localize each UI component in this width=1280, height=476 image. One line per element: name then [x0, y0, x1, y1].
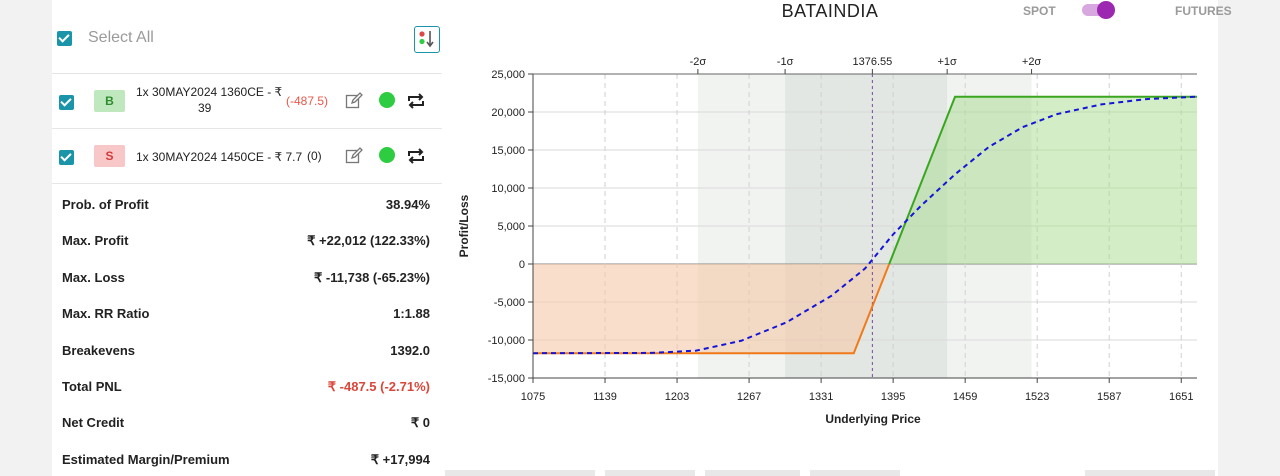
stat-prob-of-profit: Prob. of Profit 38.94%	[52, 186, 442, 222]
x-tick-label: 1587	[1097, 391, 1121, 403]
leg-row: B 1x 30MAY2024 1360CE - ₹ 39 (-487.5)	[52, 74, 442, 129]
stat-label: Prob. of Profit	[62, 197, 149, 212]
select-all-row: Select All	[52, 0, 442, 74]
y-tick-label: -15,000	[488, 373, 525, 385]
stats-list: Prob. of Profit 38.94% Max. Profit ₹ +22…	[52, 186, 442, 476]
x-axis-title: Underlying Price	[825, 412, 921, 426]
leg-checkbox[interactable]	[59, 150, 74, 165]
x-tick-label: 1651	[1169, 391, 1193, 403]
stat-value: ₹ +22,012 (122.33%)	[307, 233, 430, 249]
payoff-panel: BATAINDIA SPOT FUTURES 25,000 20,000 15,00…	[442, 0, 1232, 476]
payoff-line-loss	[533, 263, 891, 355]
stat-label: Estimated Margin/Premium	[62, 451, 230, 467]
y-tick-label: 0	[519, 259, 525, 271]
stat-breakevens: Breakevens 1392.0	[52, 332, 442, 368]
expected-payoff-curve	[532, 95, 1198, 355]
select-all-label: Select All	[88, 29, 154, 46]
x-tick-label: 1459	[953, 391, 977, 403]
stat-value: ₹ -11,738 (-65.23%)	[314, 269, 430, 285]
payoff-line-profit	[888, 95, 1197, 265]
stat-max-loss: Max. Loss ₹ -11,738 (-65.23%)	[52, 259, 442, 295]
stat-value: ₹ -487.5 (-2.71%)	[327, 378, 430, 394]
edit-icon[interactable]	[345, 92, 363, 110]
x-tick-label: 1267	[737, 391, 761, 403]
spot-futures-toggle[interactable]	[1082, 1, 1116, 19]
top-tick-label: +1σ	[937, 56, 957, 68]
stat-label: Max. Profit	[62, 233, 129, 249]
x-tick-label: 1075	[521, 391, 545, 403]
swap-icon[interactable]	[406, 147, 426, 165]
sort-button[interactable]	[414, 26, 440, 53]
tab-strip-2[interactable]	[605, 470, 695, 476]
stat-max-profit: Max. Profit ₹ +22,012 (122.33%)	[52, 222, 442, 258]
y-tick-label: 5,000	[497, 221, 525, 233]
leg-description: 1x 30MAY2024 1360CE - ₹ 39	[136, 84, 282, 116]
swap-icon[interactable]	[406, 92, 426, 110]
stat-label: Total PNL	[62, 378, 122, 394]
x-tick-label: 1395	[881, 391, 905, 403]
leg-status-dot[interactable]	[379, 147, 395, 163]
stat-max-rr-ratio: Max. RR Ratio 1:1.88	[52, 295, 442, 331]
spot-label[interactable]: SPOT	[1023, 4, 1056, 18]
top-tick-label: -1σ	[777, 56, 794, 68]
stat-label: Breakevens	[62, 342, 135, 358]
leg-text-line2: 39	[198, 101, 212, 115]
tab-strip-3[interactable]	[705, 470, 800, 476]
tab-strip-1[interactable]	[445, 470, 595, 476]
stat-value: 1:1.88	[393, 306, 430, 322]
stat-estimated-margin: Estimated Margin/Premium ₹ +17,994	[52, 441, 442, 476]
y-tick-label: 15,000	[491, 145, 525, 157]
tab-strip-5[interactable]	[1085, 470, 1215, 476]
leg-status-dot[interactable]	[379, 92, 395, 108]
loss-area	[533, 264, 890, 354]
y-tick-label: -10,000	[488, 335, 525, 347]
toggle-knob	[1097, 1, 1115, 19]
y-tick-label: 10,000	[491, 183, 525, 195]
stat-value: ₹ +17,994	[370, 451, 430, 467]
buy-badge[interactable]: B	[94, 90, 125, 112]
strategy-panel: Select All B 1x 30MAY2024 1360CE - ₹ 39 …	[52, 0, 442, 476]
tab-strip-4[interactable]	[810, 470, 900, 476]
stat-label: Max. Loss	[62, 269, 125, 285]
top-tick-label: -2σ	[690, 56, 707, 68]
x-tick-label: 1203	[665, 391, 689, 403]
y-axis-title: Profit/Loss	[457, 194, 471, 257]
edit-icon[interactable]	[345, 147, 363, 165]
y-tick-label: 20,000	[491, 107, 525, 119]
top-tick-label: 1376.55	[852, 56, 892, 68]
top-tick-label: +2σ	[1022, 56, 1042, 68]
leg-checkbox[interactable]	[59, 95, 74, 110]
select-all-checkbox[interactable]	[57, 31, 72, 46]
y-tick-label: -5,000	[494, 297, 525, 309]
stat-value: 38.94%	[385, 197, 430, 212]
sort-icon	[419, 31, 434, 48]
payoff-chart: 25,000 20,000 15,000 10,000 5,000 0 -5,000 -10,…	[457, 56, 1198, 426]
x-tick-label: 1331	[809, 391, 833, 403]
stat-label: Net Credit	[62, 415, 125, 431]
x-tick-label: 1139	[593, 391, 617, 403]
leg-description: 1x 30MAY2024 1450CE - ₹ 7.7	[136, 150, 303, 164]
leg-pnl: (-487.5)	[286, 94, 329, 108]
stat-label: Max. RR Ratio	[62, 306, 150, 322]
stat-net-credit: Net Credit ₹ 0	[52, 404, 442, 440]
x-tick-label: 1523	[1025, 391, 1049, 403]
stat-value: 1392.0	[390, 342, 430, 358]
leg-pnl: (0)	[307, 149, 322, 163]
stat-value: ₹ 0	[410, 415, 430, 431]
profit-area	[889, 96, 1197, 264]
futures-label[interactable]: FUTURES	[1175, 4, 1232, 18]
symbol-title: BATAINDIA	[781, 1, 879, 21]
leg-row: S 1x 30MAY2024 1450CE - ₹ 7.7 (0)	[52, 129, 442, 184]
stat-total-pnl: Total PNL ₹ -487.5 (-2.71%)	[52, 368, 442, 404]
leg-text-line1: 1x 30MAY2024 1360CE - ₹	[136, 85, 283, 99]
sell-badge[interactable]: S	[94, 145, 125, 167]
y-tick-label: 25,000	[491, 69, 525, 81]
